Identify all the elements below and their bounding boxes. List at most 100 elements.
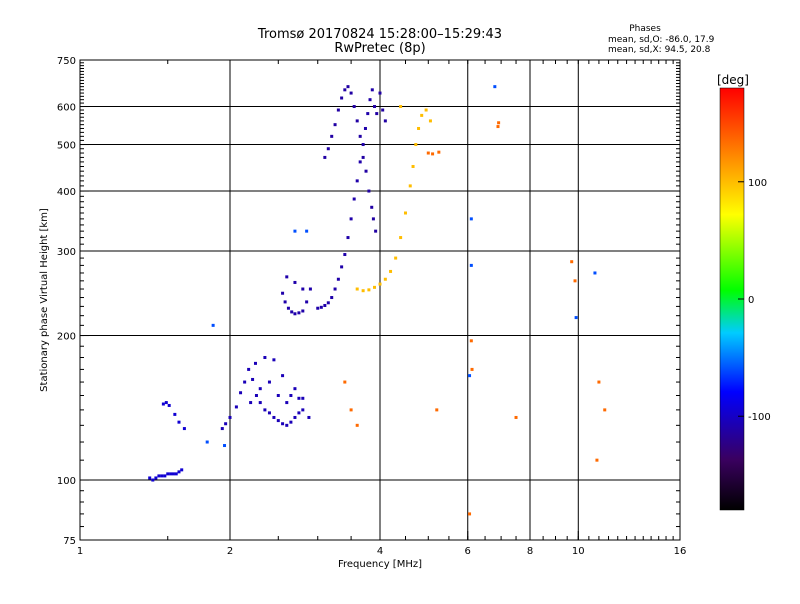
- colorbar-ticks: 100 0 -100: [738, 178, 771, 423]
- x-tick-label: 4: [377, 546, 383, 557]
- data-point: [374, 229, 378, 233]
- stats-o-line: mean, sd,O: -86.0, 17.9: [608, 35, 715, 45]
- data-point: [399, 105, 403, 109]
- data-point: [160, 474, 164, 478]
- data-point: [253, 361, 257, 365]
- data-point: [301, 396, 305, 400]
- data-point: [349, 408, 353, 412]
- data-point: [431, 152, 435, 156]
- data-point: [220, 427, 224, 431]
- data-point: [258, 401, 262, 405]
- data-point: [174, 472, 178, 476]
- data-point: [161, 402, 165, 406]
- x-tick-label: 16: [674, 546, 687, 557]
- data-point: [343, 380, 347, 384]
- data-point: [290, 310, 294, 314]
- data-point: [171, 472, 175, 476]
- colorbar-tick-label: -100: [748, 412, 771, 423]
- y-tick-label: 75: [63, 536, 76, 547]
- data-point: [468, 512, 472, 516]
- data-point: [276, 419, 280, 423]
- data-point: [469, 217, 473, 221]
- data-point: [177, 420, 181, 424]
- data-point: [367, 288, 371, 292]
- stats-heading: Phases: [629, 24, 661, 34]
- x-axis-ticks: 1 2 4 6 8 10 16: [77, 60, 687, 557]
- data-point: [403, 211, 407, 215]
- data-point: [346, 236, 350, 240]
- data-point: [285, 275, 289, 279]
- data-point: [297, 411, 301, 415]
- data-point: [340, 96, 344, 100]
- data-point: [381, 108, 385, 112]
- data-point: [289, 420, 293, 424]
- data-point: [411, 164, 415, 168]
- data-point: [307, 415, 311, 419]
- data-point: [361, 155, 365, 159]
- data-point: [272, 415, 276, 419]
- y-axis-ticks: 75 100 200 300 400 500 600 750: [57, 56, 680, 547]
- data-point: [166, 472, 170, 476]
- data-point: [330, 134, 334, 138]
- data-point: [247, 367, 251, 371]
- data-point: [593, 271, 597, 275]
- data-point: [363, 126, 367, 130]
- data-point: [469, 339, 473, 343]
- data-point: [154, 476, 158, 480]
- data-point: [603, 408, 607, 412]
- data-point: [316, 306, 320, 310]
- x-tick-label: 6: [465, 546, 471, 557]
- data-point: [367, 189, 371, 193]
- data-point: [408, 184, 412, 188]
- data-point: [263, 355, 267, 359]
- data-point: [249, 401, 253, 405]
- y-tick-label: 200: [57, 332, 76, 343]
- data-point: [272, 358, 276, 362]
- data-point: [470, 367, 474, 371]
- data-point: [234, 405, 238, 409]
- data-point: [301, 408, 305, 412]
- data-point: [267, 411, 271, 415]
- data-point: [597, 380, 601, 384]
- data-point: [301, 309, 305, 313]
- data-point: [224, 422, 228, 426]
- data-point: [323, 155, 327, 159]
- data-point: [323, 303, 327, 307]
- data-point: [164, 401, 168, 405]
- data-point: [333, 287, 337, 291]
- data-point: [496, 125, 500, 129]
- data-point: [319, 305, 323, 309]
- data-point: [163, 474, 167, 478]
- data-point: [223, 444, 227, 448]
- data-point: [211, 323, 215, 327]
- data-point: [364, 169, 368, 173]
- data-point: [355, 179, 359, 183]
- data-point: [373, 105, 377, 109]
- data-point: [574, 316, 578, 320]
- data-point: [281, 291, 285, 295]
- data-point: [414, 143, 418, 147]
- data-point: [281, 422, 285, 426]
- x-tick-label: 8: [527, 546, 533, 557]
- data-point: [352, 197, 356, 201]
- y-tick-label: 100: [57, 476, 76, 487]
- data-point: [148, 476, 152, 480]
- data-point: [435, 408, 439, 412]
- data-point: [349, 91, 353, 95]
- data-point: [251, 377, 255, 381]
- data-point: [173, 412, 177, 416]
- data-point: [293, 229, 297, 233]
- stats-x-line: mean, sd,X: 94.5, 20.8: [608, 45, 711, 55]
- data-point: [180, 468, 184, 472]
- colorbar-tick-label: 0: [748, 295, 754, 306]
- data-point: [426, 151, 430, 155]
- data-point: [289, 394, 293, 398]
- data-point: [343, 253, 347, 257]
- data-point: [389, 269, 393, 273]
- data-point: [281, 374, 285, 378]
- data-point: [378, 282, 382, 286]
- data-point: [349, 217, 353, 221]
- data-point: [514, 415, 518, 419]
- data-point: [157, 474, 161, 478]
